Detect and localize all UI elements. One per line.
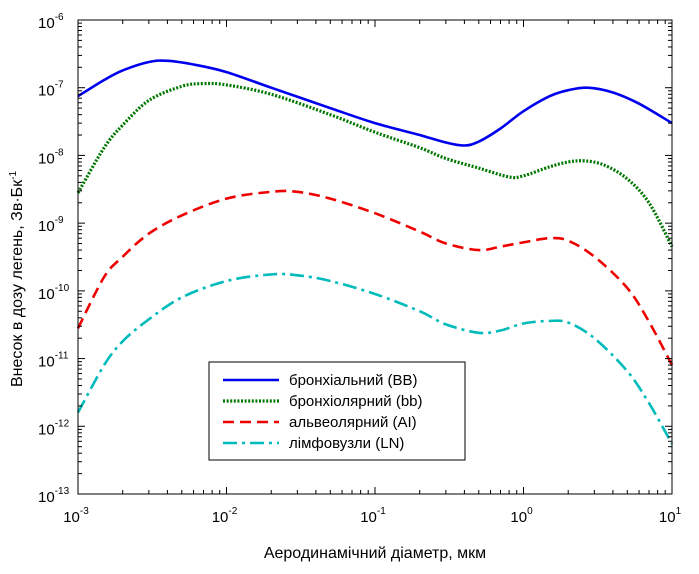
legend-label-0: бронхіальний (BB): [289, 372, 418, 389]
y-tick-label: 10-10: [38, 283, 70, 303]
x-tick-label: 101: [659, 506, 682, 526]
y-tick-label: 10-12: [38, 418, 70, 438]
y-tick-label: 10-6: [38, 12, 64, 32]
y-tick-label: 10-13: [38, 486, 70, 506]
y-axis-label-text: Внесок в дозу легень, Зв·Бк: [9, 179, 26, 387]
series-line-2: [76, 189, 674, 366]
y-tick-label: 10-7: [38, 80, 64, 100]
ticks-layer: [77, 19, 673, 495]
series-line-3: [76, 272, 674, 445]
x-axis-label: Аеродинамічний діаметр, мкм: [264, 545, 486, 562]
x-tick-label: 10-3: [63, 506, 89, 526]
tick-labels: 10-3 10-2 10-1 100 101 10-6 10-7 10-8 10-9 10-10 1…: [38, 12, 682, 526]
legend-label-3: лімфовузли (LN): [289, 435, 404, 452]
series-layer: [76, 59, 674, 445]
series-line-1: [76, 81, 674, 248]
legend-label-1: бронхіолярний (bb): [289, 393, 423, 410]
y-axis-label-exponent: -1: [8, 171, 19, 180]
x-tick-label: 100: [510, 506, 533, 526]
x-tick-label: 10-1: [360, 506, 386, 526]
legend: бронхіальний (BB) бронхіолярний (bb) альве…: [208, 361, 466, 461]
y-tick-label: 10-8: [38, 147, 64, 167]
legend-label-2: альвеолярний (AI): [289, 414, 417, 431]
plot-frame: [77, 19, 673, 495]
y-tick-label: 10-9: [38, 215, 64, 235]
series-line-0: [77, 59, 673, 147]
x-tick-label: 10-2: [212, 506, 238, 526]
y-tick-label: 10-11: [38, 351, 69, 371]
y-axis-label: Внесок в дозу легень, Зв·Бк-1: [8, 171, 26, 388]
